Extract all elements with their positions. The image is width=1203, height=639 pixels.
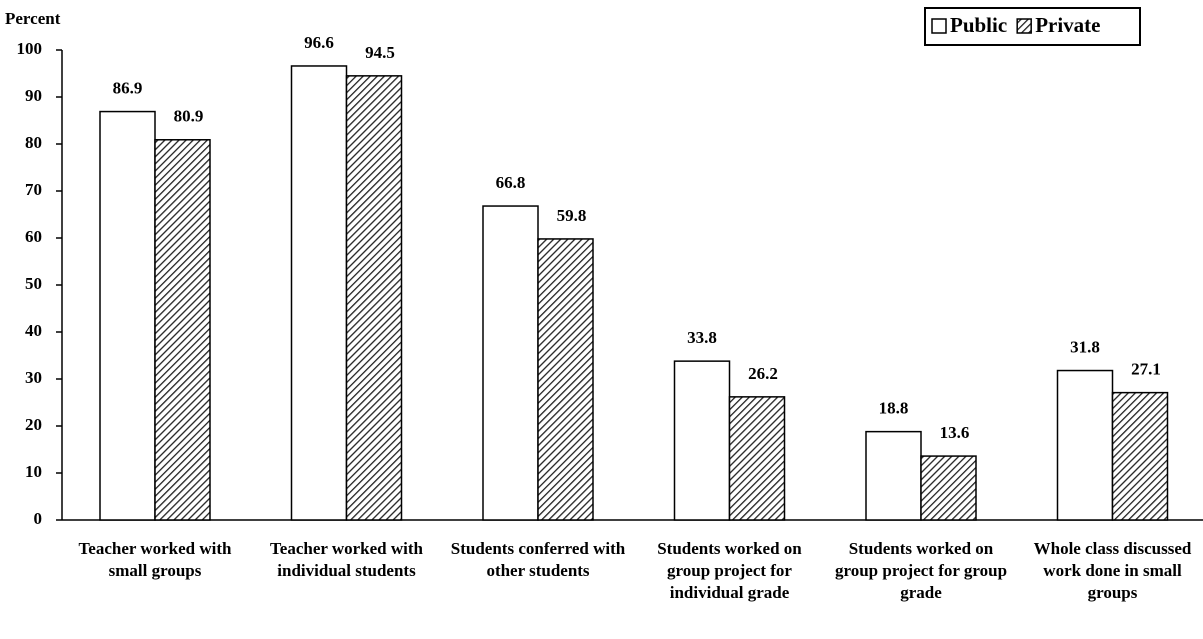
x-tick-label: Teacher worked with small groups (78, 539, 232, 580)
bar (1111, 391, 1169, 521)
bar (154, 139, 211, 521)
legend-swatch (931, 18, 947, 34)
y-tick-label: 70 (25, 180, 42, 199)
legend-label: Public (950, 13, 1007, 37)
y-tick-label: 0 (34, 509, 43, 528)
bar (673, 360, 731, 521)
bar (482, 205, 539, 521)
value-label: 59.8 (557, 206, 587, 225)
y-tick-label: 80 (25, 133, 42, 152)
legend-swatch (1016, 18, 1032, 34)
y-tick-label: 30 (25, 368, 42, 387)
bar (537, 238, 594, 521)
x-tick-label: Teacher worked with individual students (270, 539, 423, 580)
x-tick-label: Students worked on group project for gro… (834, 539, 1008, 602)
bar (1056, 369, 1114, 521)
value-label: 13.6 (940, 423, 970, 442)
value-label: 96.6 (304, 33, 334, 52)
value-label: 27.1 (1131, 360, 1161, 379)
bar (345, 75, 403, 521)
value-label: 80.9 (174, 107, 204, 126)
bar (920, 455, 977, 521)
value-label: 94.5 (365, 43, 395, 62)
y-tick-label: 90 (25, 86, 42, 105)
x-tick-label: Students worked on group project for ind… (657, 539, 802, 602)
x-tick-label: Whole class discussed work done in small… (1033, 539, 1192, 602)
y-tick-label: 40 (25, 321, 42, 340)
y-tick-label: 60 (25, 227, 42, 246)
bar (290, 65, 348, 521)
y-tick-label: 100 (17, 39, 43, 58)
bar (99, 110, 156, 521)
value-label: 86.9 (113, 78, 143, 97)
value-label: 66.8 (496, 173, 526, 192)
value-label: 18.8 (879, 399, 909, 418)
x-tick-label: Students conferred with other students (450, 539, 626, 580)
y-tick-label: 10 (25, 462, 42, 481)
bar (728, 396, 786, 521)
y-tick-label: 50 (25, 274, 42, 293)
y-axis-label: Percent (5, 9, 61, 28)
value-label: 26.2 (748, 364, 778, 383)
bar (865, 430, 922, 521)
value-label: 31.8 (1070, 337, 1100, 356)
legend-box (924, 7, 1141, 46)
y-tick-label: 20 (25, 415, 42, 434)
value-label: 33.8 (687, 328, 717, 347)
legend-label: Private (1035, 13, 1100, 37)
